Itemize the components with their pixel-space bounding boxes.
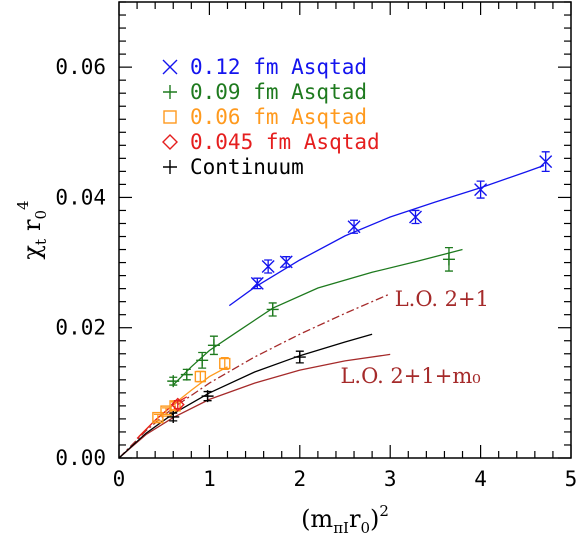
data-point [219,357,231,371]
x-axis-title: (mπIr0)2 [301,502,389,537]
data-point [442,246,455,272]
x-tick-label: 3 [384,467,397,491]
axis-ticks [118,1,572,459]
y-tick-label: 0.00 [55,446,106,470]
curve-annotation: L.O. 2+1 [395,287,489,311]
legend-label: Continuum [190,155,304,179]
data-point [279,255,293,269]
legend-label: 0.06 fm Asqtad [190,105,367,129]
data-point [293,350,306,364]
data-point [196,351,209,369]
theory-curve [118,353,391,459]
plot-frame [118,1,572,459]
data-point [152,411,164,424]
x-tick-label: 5 [565,467,578,491]
x-tick-label: 1 [203,467,216,491]
data-point [347,219,361,234]
data-point [474,180,488,199]
data-point [167,410,180,423]
data-point [207,335,220,356]
x-tick-label: 0 [113,467,126,491]
y-tick-label: 0.04 [55,185,106,209]
chart-curves [118,293,391,459]
data-point [266,302,279,317]
theory-curve [118,293,391,459]
curve-annotation: L.O. 2+1+m₀ [340,364,480,388]
chart-data-points [152,151,553,424]
legend-item: 0.12 fm Asqtad [162,55,367,79]
legend-item: Continuum [163,155,304,179]
data-point [170,397,185,412]
legend-item: 0.06 fm Asqtad [163,105,367,129]
data-point [180,368,193,381]
data-point [261,259,275,274]
legend-item: 0.045 fm Asqtad [162,130,380,154]
data-point [201,390,214,403]
y-tick-label: 0.02 [55,316,106,340]
data-point [250,276,264,290]
data-point [167,375,180,388]
legend-label: 0.09 fm Asqtad [190,80,367,104]
data-point [409,209,423,225]
series-fit-line [118,333,373,459]
axis-tick-labels: 0 1 2 3 4 5 0.00 0.02 0.04 0.06 [55,55,577,491]
y-tick-label: 0.06 [55,55,106,79]
data-point [194,370,207,383]
x-tick-label: 2 [293,467,306,491]
y-axis-title: χtr04 [14,200,50,259]
data-point [539,151,553,173]
chart-fit-lines [118,164,545,459]
chart-annotations: L.O. 2+1 L.O. 2+1+m₀ [340,287,489,388]
legend-label: 0.045 fm Asqtad [190,130,380,154]
x-tick-label: 4 [474,467,487,491]
series-fit-line [228,164,545,307]
legend-label: 0.12 fm Asqtad [190,55,367,79]
legend-item: 0.09 fm Asqtad [163,80,367,104]
